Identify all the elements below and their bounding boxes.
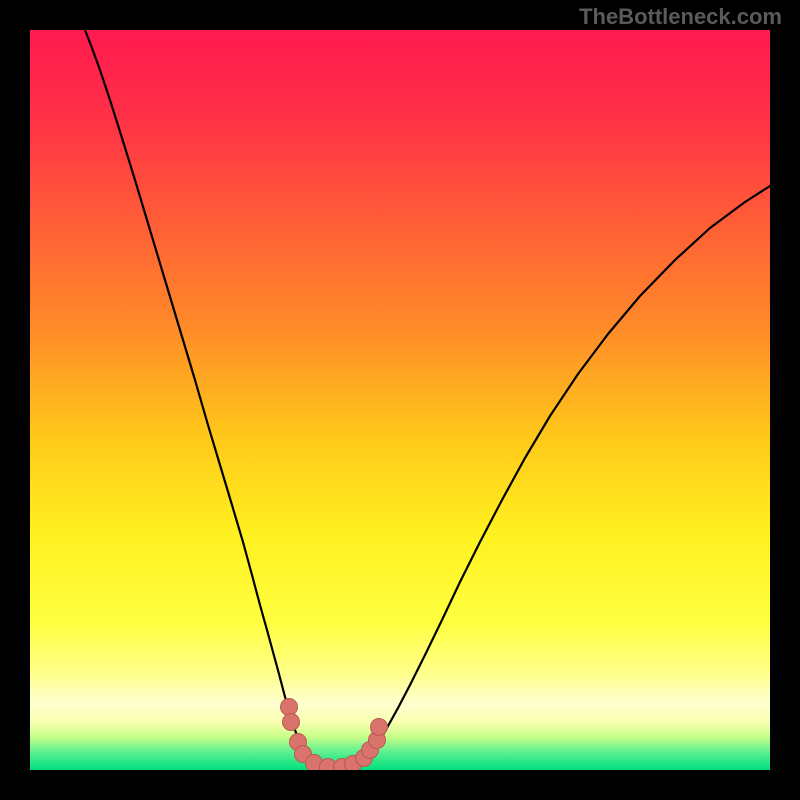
watermark-text: TheBottleneck.com bbox=[579, 4, 782, 30]
chart-svg bbox=[30, 30, 770, 770]
data-marker bbox=[371, 719, 388, 736]
plot-area bbox=[30, 30, 770, 770]
gradient-background bbox=[30, 30, 770, 770]
data-marker bbox=[281, 699, 298, 716]
figure-canvas: TheBottleneck.com bbox=[0, 0, 800, 800]
data-marker bbox=[283, 714, 300, 731]
